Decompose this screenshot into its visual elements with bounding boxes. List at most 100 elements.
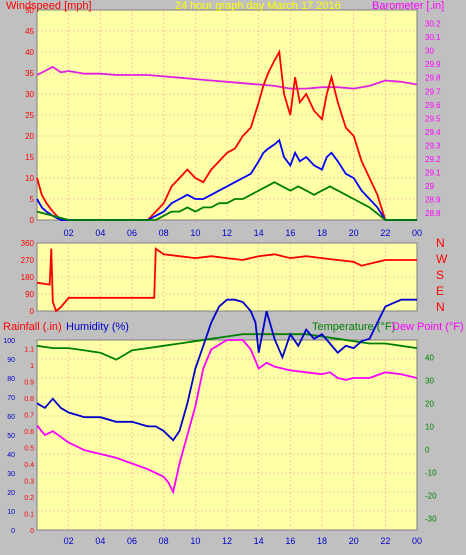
compass-label: N xyxy=(436,236,445,250)
y-tick-label: 90 xyxy=(7,357,15,364)
y-tick-label: 29.6 xyxy=(425,101,441,110)
y-tick-label: 0.6 xyxy=(24,429,34,436)
x-tick-label: 12 xyxy=(222,536,232,546)
humidity-line xyxy=(36,339,418,495)
y-tick-label: 360 xyxy=(21,239,35,248)
y-tick-label: 29 xyxy=(425,182,434,191)
y-tick-label: 0.9 xyxy=(24,379,34,386)
y-tick-label: 45 xyxy=(25,27,34,36)
y-tick-label: 0 xyxy=(30,216,35,225)
wind-direction-line xyxy=(36,246,417,313)
temperature-axis: -30 -20 -10 0 10 20 30 40 xyxy=(425,353,437,523)
x-tick-label: 14 xyxy=(254,536,264,546)
y-tick-label: 29.2 xyxy=(425,155,441,164)
y-tick-label: 0.5 xyxy=(24,445,34,452)
y-tick-label: 30.1 xyxy=(425,33,441,42)
y-tick-label: 50 xyxy=(7,433,15,440)
x-tick-label: 06 xyxy=(127,228,137,238)
rainfall-label: Rainfall (.in) xyxy=(3,321,62,333)
humidity-label: Humidity (%) xyxy=(66,321,129,333)
compass-label: S xyxy=(436,268,444,282)
top-series xyxy=(36,49,418,221)
x-tick-label: 12 xyxy=(222,228,232,238)
y-tick-label: 30 xyxy=(7,471,15,478)
y-tick-label: -10 xyxy=(425,468,437,477)
barometer-line xyxy=(36,65,418,90)
y-tick-label: 29.4 xyxy=(425,128,441,137)
x-tick-label: 00 xyxy=(412,228,422,238)
x-tick-label: 20 xyxy=(349,228,359,238)
y-tick-label: 29.9 xyxy=(425,60,441,69)
x-tick-label: 08 xyxy=(159,536,169,546)
y-tick-label: 80 xyxy=(7,376,15,383)
x-tick-label: 18 xyxy=(317,228,327,238)
barometer-label: Barometer [.in] xyxy=(372,0,444,12)
y-tick-label: 1.1 xyxy=(24,346,34,353)
y-tick-label: 10 xyxy=(425,422,434,431)
top-time-axis: 02 04 06 08 10 12 14 16 18 20 22 00 xyxy=(64,228,422,238)
y-tick-label: 30.2 xyxy=(425,20,441,29)
x-tick-label: 16 xyxy=(285,536,295,546)
y-tick-label: 70 xyxy=(7,395,15,402)
y-tick-label: 0 xyxy=(30,528,34,535)
y-tick-label: 25 xyxy=(25,111,34,120)
y-tick-label: 20 xyxy=(7,490,15,497)
x-tick-label: 02 xyxy=(64,536,74,546)
y-tick-label: 28.9 xyxy=(425,196,441,205)
mid-series xyxy=(36,246,417,313)
humidity-axis: 0 10 20 30 40 50 60 70 80 90 100 xyxy=(3,338,15,535)
y-tick-label: 30 xyxy=(25,90,34,99)
x-tick-label: 00 xyxy=(412,536,422,546)
y-tick-label: 0.2 xyxy=(24,495,34,502)
x-tick-label: 06 xyxy=(127,536,137,546)
windspeed-label: Windspeed [mph] xyxy=(6,0,92,12)
y-tick-label: 28.8 xyxy=(425,209,441,218)
y-tick-label: 29.5 xyxy=(425,114,441,123)
windspeed-axis: 0 5 10 15 20 25 30 35 40 45 50 xyxy=(25,6,34,225)
rainfall-axis: 0 0.1 0.2 0.3 0.4 0.5 0.6 0.7 0.8 0.9 1 1.1 xyxy=(24,346,34,535)
barometer-axis: 28.8 28.9 29 29.1 29.2 29.3 29.4 29.5 29.6 29.7 29… xyxy=(425,20,441,219)
y-tick-label: 1 xyxy=(30,363,34,370)
y-tick-label: 0.4 xyxy=(24,462,34,469)
bottom-series xyxy=(36,298,418,495)
y-tick-label: 10 xyxy=(25,174,34,183)
mid-grid xyxy=(37,243,417,311)
x-tick-label: 04 xyxy=(95,228,105,238)
y-tick-label: 90 xyxy=(25,290,34,299)
x-tick-label: 20 xyxy=(349,536,359,546)
dewpoint-line xyxy=(36,298,417,442)
y-tick-label: 40 xyxy=(425,353,434,362)
y-tick-label: 29.7 xyxy=(425,87,441,96)
x-tick-label: 18 xyxy=(317,536,327,546)
compass-label: W xyxy=(436,252,448,266)
y-tick-label: 20 xyxy=(25,132,34,141)
compass-label: N xyxy=(436,300,445,314)
y-tick-label: 0 xyxy=(425,445,430,454)
y-tick-label: 30 xyxy=(425,376,434,385)
temperature-label: Temperature (°F) xyxy=(312,321,395,333)
y-tick-label: -20 xyxy=(425,491,437,500)
y-tick-label: 29.8 xyxy=(425,74,441,83)
x-tick-label: 04 xyxy=(95,536,105,546)
wind-avg-line xyxy=(36,181,417,221)
x-tick-label: 08 xyxy=(159,228,169,238)
bottom-grid xyxy=(37,340,417,530)
dewpoint-label: Dew Point (°F) xyxy=(392,321,464,333)
y-tick-label: 0.7 xyxy=(24,412,34,419)
y-tick-label: 0.8 xyxy=(24,396,34,403)
y-tick-label: 29.3 xyxy=(425,141,441,150)
x-tick-label: 22 xyxy=(380,536,390,546)
x-tick-label: 14 xyxy=(254,228,264,238)
x-tick-label: 02 xyxy=(64,228,74,238)
x-tick-label: 22 xyxy=(380,228,390,238)
y-tick-label: 0 xyxy=(11,528,15,535)
y-tick-label: 0 xyxy=(30,307,35,316)
x-tick-label: 16 xyxy=(285,228,295,238)
y-tick-label: 29.1 xyxy=(425,169,441,178)
y-tick-label: 180 xyxy=(21,273,35,282)
x-tick-label: 10 xyxy=(190,536,200,546)
y-tick-label: 60 xyxy=(7,414,15,421)
bottom-time-axis: 02 04 06 08 10 12 14 16 18 20 22 00 xyxy=(64,536,422,546)
